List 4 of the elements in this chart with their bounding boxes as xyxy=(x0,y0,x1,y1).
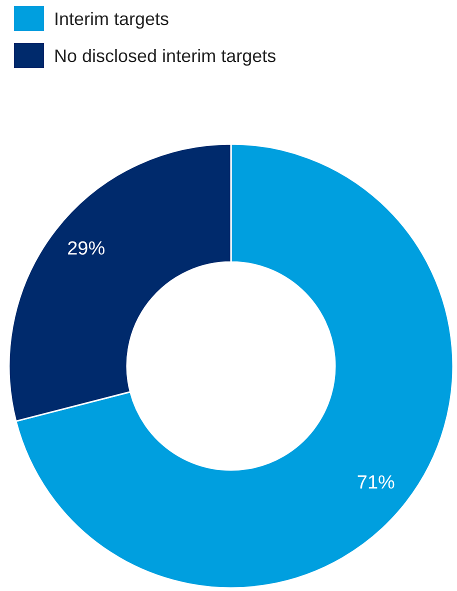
data-label: 29% xyxy=(67,238,106,260)
data-label: 71% xyxy=(356,472,396,494)
legend-label: No disclosed interim targets xyxy=(54,46,276,66)
legend-label: Interim targets xyxy=(54,9,170,29)
